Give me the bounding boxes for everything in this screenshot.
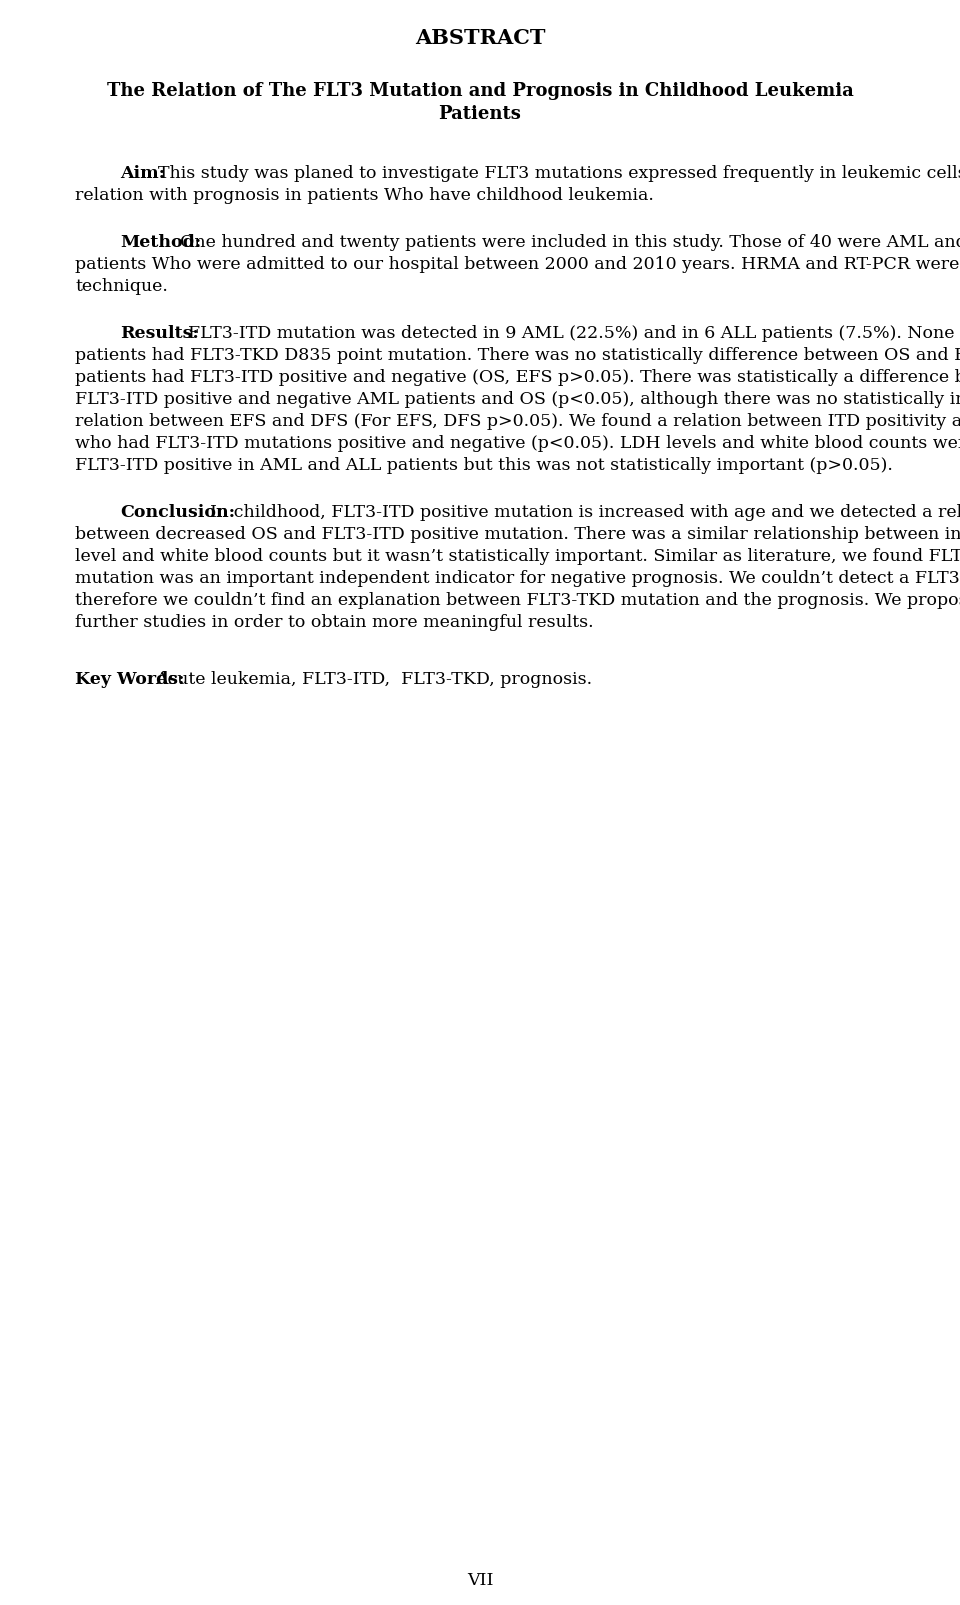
Text: FLT3-ITD positive in AML and ALL patients but this was not statistically importa: FLT3-ITD positive in AML and ALL patient… xyxy=(75,457,893,473)
Text: Aim:: Aim: xyxy=(120,165,165,181)
Text: mutation was an important independent indicator for negative prognosis. We could: mutation was an important independent in… xyxy=(75,570,960,587)
Text: patients had FLT3-ITD positive and negative (OS, EFS p>0.05). There was statisti: patients had FLT3-ITD positive and negat… xyxy=(75,369,960,385)
Text: FLT3-ITD mutation was detected in 9 AML (22.5%) and in 6 ALL patients (7.5%). No: FLT3-ITD mutation was detected in 9 AML … xyxy=(188,324,960,342)
Text: level and white blood counts but it wasn’t statistically important. Similar as l: level and white blood counts but it wasn… xyxy=(75,547,960,565)
Text: patients Who were admitted to our hospital between 2000 and 2010 years. HRMA and: patients Who were admitted to our hospit… xyxy=(75,255,960,273)
Text: FLT3-ITD positive and negative AML patients and OS (p<0.05), although there was : FLT3-ITD positive and negative AML patie… xyxy=(75,390,960,408)
Text: Key Words:: Key Words: xyxy=(75,671,184,687)
Text: therefore we couldn’t find an explanation between FLT3-TKD mutation and the prog: therefore we couldn’t find an explanatio… xyxy=(75,592,960,608)
Text: Method:: Method: xyxy=(120,234,202,250)
Text: Acute leukemia, FLT3-ITD,  FLT3-TKD, prognosis.: Acute leukemia, FLT3-ITD, FLT3-TKD, prog… xyxy=(155,671,592,687)
Text: relation between EFS and DFS (For EFS, DFS p>0.05). We found a relation between : relation between EFS and DFS (For EFS, D… xyxy=(75,412,960,430)
Text: This study was planed to investigate FLT3 mutations expressed frequently in leuk: This study was planed to investigate FLT… xyxy=(158,165,960,181)
Text: Patients: Patients xyxy=(439,104,521,124)
Text: relation with prognosis in patients Who have childhood leukemia.: relation with prognosis in patients Who … xyxy=(75,186,654,204)
Text: One hundred and twenty patients were included in this study. Those of 40 were AM: One hundred and twenty patients were inc… xyxy=(180,234,960,250)
Text: Results:: Results: xyxy=(120,324,199,342)
Text: patients had FLT3-TKD D835 point mutation. There was no statistically difference: patients had FLT3-TKD D835 point mutatio… xyxy=(75,347,960,364)
Text: further studies in order to obtain more meaningful results.: further studies in order to obtain more … xyxy=(75,613,593,631)
Text: In childhood, FLT3-ITD positive mutation is increased with age and we detected a: In childhood, FLT3-ITD positive mutation… xyxy=(210,504,960,520)
Text: VII: VII xyxy=(467,1571,493,1587)
Text: who had FLT3-ITD mutations positive and negative (p<0.05). LDH levels and white : who had FLT3-ITD mutations positive and … xyxy=(75,435,960,451)
Text: ABSTRACT: ABSTRACT xyxy=(415,27,545,48)
Text: Conclusion:: Conclusion: xyxy=(120,504,235,520)
Text: The Relation of The FLT3 Mutation and Prognosis in Childhood Leukemia: The Relation of The FLT3 Mutation and Pr… xyxy=(107,82,853,100)
Text: between decreased OS and FLT3-ITD positive mutation. There was a similar relatio: between decreased OS and FLT3-ITD positi… xyxy=(75,526,960,542)
Text: technique.: technique. xyxy=(75,278,168,295)
